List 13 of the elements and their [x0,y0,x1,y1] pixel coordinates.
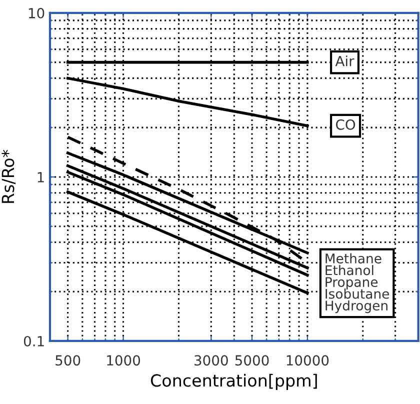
text: Air [335,56,354,66]
x-tick-label: 5000 [235,355,269,366]
y-axis-title: Rs/Ro* [2,150,16,203]
annotation: Methane Ethanol Propane Isobutane Hydrogen [326,253,390,314]
y-tick-label: 10 [28,8,44,18]
y-tick-label: 0.1 [24,336,44,346]
y-tick-label: 1 [38,172,44,182]
text: CO [336,119,356,130]
x-tick-label: 3000 [194,355,228,366]
x-tick-label: 10000 [286,355,329,366]
x-tick-label: 1000 [107,355,140,366]
x-tick-label: 500 [56,355,80,366]
x-axis-title: Concentration[ppm] [150,374,317,390]
